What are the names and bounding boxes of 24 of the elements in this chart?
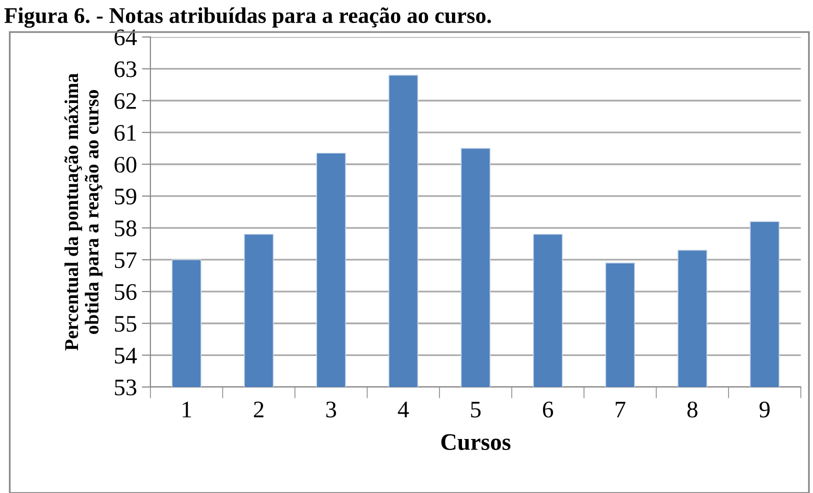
y-tick-label: 56 [114, 284, 137, 300]
x-tick-label: 3 [326, 402, 336, 418]
y-tick-label: 59 [114, 188, 136, 205]
x-axis-title: Cursos [441, 434, 510, 450]
y-tick-label: 54 [114, 348, 137, 364]
x-tick-label: 7 [616, 402, 626, 418]
x-tick-label: 9 [760, 402, 770, 418]
x-tick-label: 2 [254, 402, 264, 418]
y-tick-label: 58 [114, 220, 136, 236]
x-tick-label: 5 [471, 402, 481, 418]
y-tick-label: 55 [114, 316, 136, 332]
y-tick-label: 60 [114, 156, 136, 173]
x-tick-label: 6 [542, 402, 554, 418]
y-tick-label: 64 [114, 30, 137, 46]
y-tick-label: 57 [114, 252, 137, 268]
x-tick-label: 8 [687, 402, 698, 418]
y-axis-title: Percentual da pontuação máxima obtida para a reação ao curso [64, 73, 102, 351]
chart-title: Figura 6. - Notas atribuídas para a reação ao curso. [4, 7, 491, 28]
y-tick-label: 63 [114, 61, 136, 78]
y-tick-label: 61 [114, 124, 136, 141]
y-tick-label: 62 [114, 93, 136, 110]
y-tick-label: 53 [114, 380, 136, 396]
x-tick-label: 4 [398, 402, 409, 418]
x-tick-label: 1 [182, 402, 192, 418]
